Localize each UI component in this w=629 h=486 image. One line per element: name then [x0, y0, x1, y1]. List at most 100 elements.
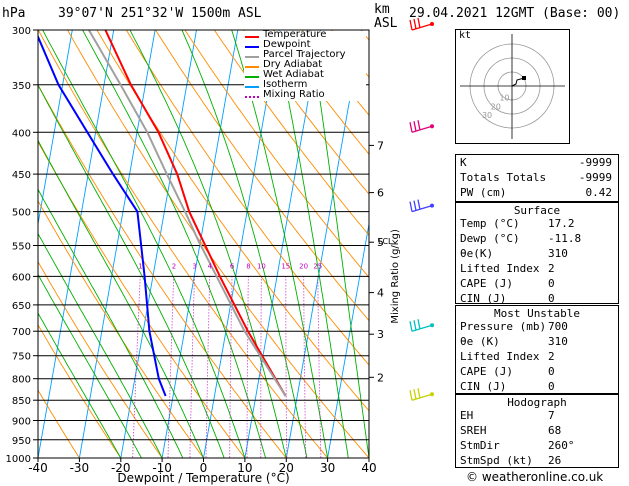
index-row-value: 0.42	[585, 186, 613, 199]
wind-barb-dot	[430, 203, 434, 208]
most-unstable-row-label: CAPE (J)	[460, 365, 513, 378]
pressure-tick-label: 500	[12, 208, 31, 219]
valid-time-label: 29.04.2021 12GMT (Base: 00)	[409, 6, 621, 21]
surface-row-label: Temp (°C)	[460, 217, 520, 230]
pressure-tick-label: 650	[12, 301, 31, 312]
temp-tick-label: -30	[70, 461, 90, 475]
wind-barb-stroke	[413, 389, 417, 400]
index-row: Totals Totals -9999	[460, 171, 614, 186]
wind-barb-stroke	[411, 125, 433, 133]
pressure-tick-label: 800	[12, 375, 31, 386]
temp-tick-label: -20	[111, 461, 131, 475]
altitude-tick-label: 2	[377, 371, 384, 384]
legend-swatch	[245, 76, 259, 78]
index-row: PW (cm) 0.42	[460, 186, 614, 201]
wind-barb-stroke	[411, 393, 433, 401]
most-unstable-row: CAPE (J) 0	[460, 365, 614, 380]
mixing-ratio-label: 2	[172, 262, 176, 270]
mixing-ratio-line	[317, 276, 322, 458]
isotherm-line	[38, 30, 115, 458]
dry-adiabat-line	[213, 30, 369, 236]
most-unstable-row-value: 2	[548, 350, 555, 363]
legend-entry: Parcel Trajectory	[244, 49, 366, 61]
isotherm-line	[38, 30, 73, 227]
hodograph-unit-label: kt	[459, 30, 472, 41]
mixing-ratio-label: 20	[299, 262, 308, 270]
altitude-tick-label: 6	[377, 187, 384, 200]
hodograph-stat-row: StmDir 260°	[460, 439, 614, 454]
most-unstable-row-label: Pressure (mb)	[460, 320, 547, 333]
legend-label: Parcel Trajectory	[263, 49, 346, 60]
legend-swatch	[245, 96, 259, 98]
wind-barb-stroke	[409, 122, 413, 133]
hodograph-ring-label: 20	[491, 102, 501, 111]
mixing-ratio-line	[132, 276, 141, 458]
surface-row-value: 2	[548, 262, 555, 275]
hodograph-stats-panel: Hodograph EH 7 SREH 68 StmDir 260° StmSpd (kt)…	[455, 394, 619, 468]
wind-barb-stroke	[417, 17, 421, 29]
mixing-ratio-label: 8	[246, 262, 250, 270]
hodograph-stat-row-label: StmSpd (kt)	[460, 454, 533, 467]
most-unstable-row: CIN (J) 0	[460, 380, 614, 395]
hodograph-stat-row: SREH 68	[460, 424, 614, 439]
index-row-value: -9999	[578, 171, 612, 184]
pressure-tick-label: 400	[12, 128, 31, 139]
temp-tick-label: 40	[361, 461, 376, 475]
surface-row-label: CIN (J)	[460, 292, 507, 305]
hpa-unit-label: hPa	[2, 6, 26, 21]
index-row: K -9999	[460, 156, 614, 171]
wind-barb-stroke	[413, 18, 417, 30]
mixing-ratio-label: 3	[192, 262, 196, 270]
surface-row-label: θe(K)	[460, 247, 494, 260]
profile-line-parcel-trajectory	[88, 30, 287, 397]
wind-barb	[409, 17, 434, 31]
pressure-tick-label: 850	[12, 396, 31, 407]
legend-label: Wet Adiabat	[263, 69, 324, 80]
legend-entry: Dewpoint	[244, 39, 366, 51]
legend-label: Temperature	[263, 29, 327, 40]
mixing-ratio-line	[205, 276, 211, 458]
legend-label: Dry Adiabat	[263, 59, 323, 70]
hodograph-stats-title: Hodograph	[507, 396, 567, 409]
temp-tick-label: 10	[237, 461, 252, 475]
mixing-ratio-line	[260, 276, 262, 458]
dry-adiabat-line	[38, 323, 122, 458]
isotherm-line	[203, 30, 280, 458]
mixing-ratio-line	[189, 276, 195, 458]
legend-swatch	[245, 46, 259, 48]
wind-barb-stroke	[413, 200, 417, 211]
location-label: 39°07'N 251°32'W 1500m ASL	[58, 6, 262, 21]
temp-tick-label: -40	[28, 461, 48, 475]
indices-panel: K -9999 Totals Totals -9999 PW (cm) 0.42	[455, 154, 619, 202]
wind-barb	[409, 120, 434, 133]
asl-unit-label: ASL	[374, 16, 398, 31]
wind-barb	[409, 199, 434, 213]
hodograph-stat-row: EH 7	[460, 409, 614, 424]
hodograph-ring-label: 10	[499, 94, 509, 103]
wind-barb-stroke	[417, 120, 421, 131]
temp-tick-label: 20	[279, 461, 294, 475]
hodograph-end-marker	[522, 76, 526, 80]
surface-row: Temp (°C) 17.2	[460, 217, 614, 232]
dry-adiabat-line	[38, 389, 80, 458]
dry-adiabat-line	[272, 30, 369, 156]
altitude-tick-label: 3	[377, 328, 384, 341]
legend-entry: Dry Adiabat	[244, 59, 366, 71]
profile-line-temperature	[104, 30, 287, 397]
legend-swatch	[245, 36, 259, 38]
isotherm-line	[78, 30, 156, 458]
wind-barb-stroke	[417, 319, 421, 330]
chart-legend: Temperature Dewpoint Parcel Trajectory D…	[244, 29, 366, 101]
hodograph-stat-row-label: StmDir	[460, 439, 500, 452]
legend-entry: Temperature	[244, 29, 366, 41]
most-unstable-row-label: Lifted Index	[460, 350, 540, 363]
mixing-ratio-label: 10	[257, 262, 266, 270]
hodograph-stat-row-value: 26	[548, 454, 562, 467]
most-unstable-row-value: 310	[548, 335, 568, 348]
altitude-tick-label: 5	[377, 236, 384, 249]
pressure-tick-label: 300	[12, 26, 31, 37]
dry-adiabat-line	[184, 30, 369, 279]
